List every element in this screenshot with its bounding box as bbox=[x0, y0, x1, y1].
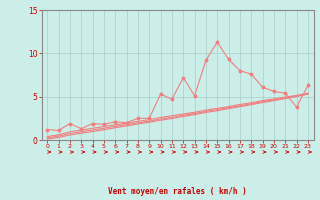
Text: Vent moyen/en rafales ( km/h ): Vent moyen/en rafales ( km/h ) bbox=[108, 187, 247, 196]
